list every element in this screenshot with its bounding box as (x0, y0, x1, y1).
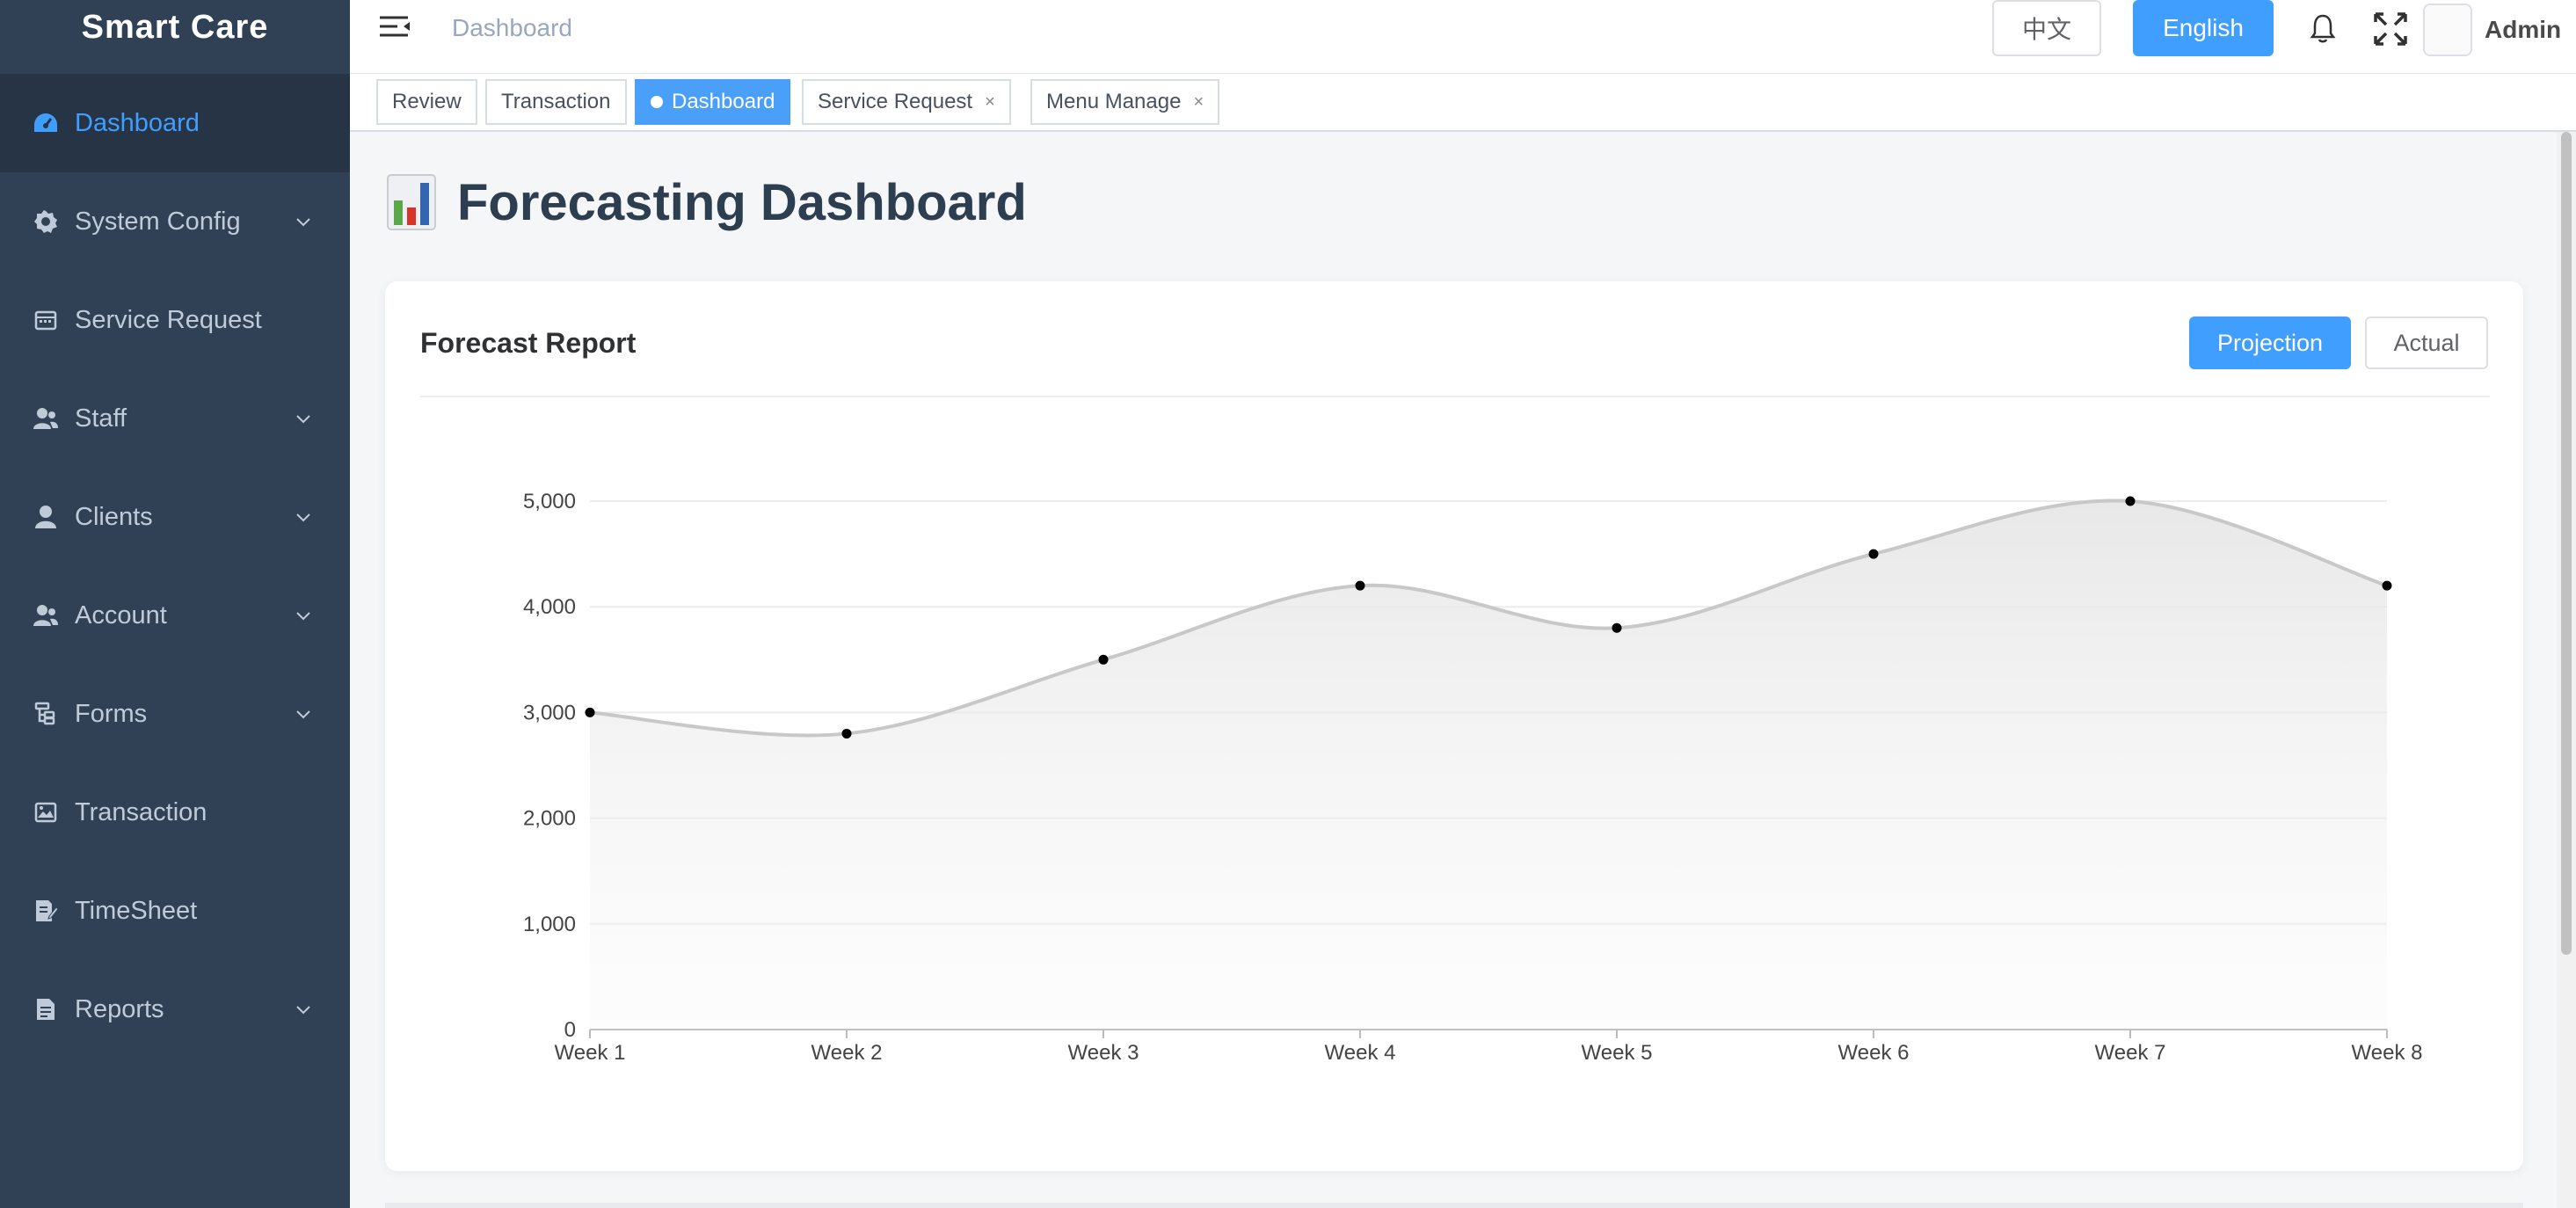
bar-chart-icon (387, 174, 436, 230)
sidebar-item-label: Service Request (75, 305, 262, 334)
edit-document-icon (32, 897, 60, 925)
forecast-report-card: Forecast Report Projection Actual 0 1,000… (385, 281, 2523, 1171)
y-tick-label: 2,000 (523, 807, 576, 831)
chevron-down-icon (296, 513, 310, 522)
data-point[interactable] (1868, 549, 1879, 559)
x-tick-label: Week 6 (1838, 1041, 1910, 1065)
close-icon[interactable]: × (1193, 91, 1204, 112)
chevron-down-icon (296, 1006, 310, 1015)
tag-label: Menu Manage (1046, 90, 1182, 113)
sidebar-item-forms[interactable]: Forms (0, 665, 350, 763)
sidebar: Smart Care Dashboard System Config Servi… (0, 0, 350, 1208)
forecast-chart: 0 1,000 2,000 3,000 4,000 5,000 Week 1 Week 2 We… (523, 490, 2423, 1065)
scrollbar-thumb[interactable] (2561, 132, 2572, 955)
avatar[interactable] (2423, 4, 2472, 56)
active-dot-icon (651, 96, 663, 108)
hamburger-icon[interactable] (378, 12, 413, 42)
fullscreen-icon[interactable] (2372, 11, 2409, 47)
y-tick-label: 5,000 (523, 490, 576, 513)
app-logo: Smart Care (81, 9, 269, 46)
sidebar-item-transaction[interactable]: Transaction (0, 763, 350, 862)
tag-review[interactable]: Review (376, 79, 477, 125)
chevron-down-icon (296, 415, 310, 424)
x-tick-label: Week 7 (2095, 1041, 2166, 1065)
sidebar-item-label: Forms (75, 699, 148, 728)
series-area (590, 500, 2387, 1030)
data-point[interactable] (841, 728, 852, 739)
tag-menu-manage[interactable]: Menu Manage × (1030, 79, 1220, 125)
data-point[interactable] (1612, 622, 1622, 633)
document-icon (32, 995, 60, 1023)
tag-label: Dashboard (672, 90, 775, 113)
tag-service-request[interactable]: Service Request × (802, 79, 1011, 125)
sidebar-item-label: Account (75, 600, 167, 629)
calendar-icon (32, 306, 60, 334)
sidebar-item-timesheet[interactable]: TimeSheet (0, 862, 350, 960)
sidebar-item-label: Reports (75, 994, 164, 1023)
sidebar-item-label: System Config (75, 207, 241, 236)
x-tick-label: Week 8 (2352, 1041, 2423, 1065)
scrollbar[interactable] (2557, 132, 2576, 1208)
next-card-edge (385, 1203, 2523, 1208)
user-icon (32, 503, 60, 531)
card-title: Forecast Report (420, 327, 637, 359)
x-tick-label: Week 3 (1068, 1041, 1139, 1065)
breadcrumb: Dashboard (452, 14, 572, 41)
sidebar-item-service-request[interactable]: Service Request (0, 271, 350, 369)
series-line (589, 498, 2388, 738)
sidebar-item-reports[interactable]: Reports (0, 960, 350, 1059)
sidebar-item-label: Staff (75, 404, 127, 433)
sidebar-item-system-config[interactable]: System Config (0, 172, 350, 271)
x-tick-label: Week 1 (555, 1041, 626, 1065)
dashboard-icon (32, 109, 60, 137)
gear-icon (32, 207, 60, 236)
x-tick-label: Week 4 (1325, 1041, 1396, 1065)
data-point[interactable] (585, 707, 595, 717)
tag-label: Review (392, 90, 462, 113)
y-tick-label: 4,000 (523, 595, 576, 619)
tag-transaction[interactable]: Transaction (485, 79, 627, 125)
sidebar-item-label: Clients (75, 502, 153, 531)
data-point[interactable] (2382, 580, 2392, 591)
tag-label: Service Request (818, 90, 973, 113)
actual-button[interactable]: Actual (2365, 317, 2488, 369)
x-tick-label: Week 5 (1582, 1041, 1653, 1065)
card-divider (420, 396, 2490, 397)
image-icon (32, 798, 60, 826)
y-tick-label: 3,000 (523, 701, 576, 724)
chevron-down-icon (296, 612, 310, 621)
staff-icon (32, 404, 60, 433)
data-point[interactable] (1098, 654, 1109, 665)
tags-view: Review Transaction Dashboard Service Req… (350, 74, 2576, 132)
sidebar-item-clients[interactable]: Clients (0, 468, 350, 566)
account-icon (32, 601, 60, 629)
bell-icon[interactable] (2307, 12, 2339, 44)
top-navbar: Dashboard 中文 English Admin (350, 0, 2576, 74)
y-tick-label: 0 (564, 1018, 576, 1042)
sidebar-item-label: Dashboard (75, 108, 200, 137)
data-point[interactable] (2125, 496, 2136, 506)
close-icon[interactable]: × (985, 91, 995, 112)
chevron-down-icon (296, 218, 310, 227)
chevron-down-icon (296, 710, 310, 719)
projection-button[interactable]: Projection (2189, 317, 2351, 369)
lang-zh-button[interactable]: 中文 (1992, 0, 2101, 56)
page-title: Forecasting Dashboard (457, 173, 1027, 231)
data-point[interactable] (1355, 580, 1365, 591)
x-tick-label: Week 2 (811, 1041, 883, 1065)
sidebar-item-label: TimeSheet (75, 896, 198, 925)
tag-label: Transaction (501, 90, 611, 113)
sidebar-item-label: Transaction (75, 797, 207, 826)
user-name[interactable]: Admin (2485, 16, 2562, 43)
tag-dashboard[interactable]: Dashboard (635, 79, 791, 125)
lang-en-button[interactable]: English (2133, 0, 2274, 56)
sidebar-item-staff[interactable]: Staff (0, 369, 350, 468)
tree-icon (32, 700, 60, 728)
page-header: Forecasting Dashboard (387, 167, 1027, 237)
sidebar-item-account[interactable]: Account (0, 566, 350, 665)
sidebar-item-dashboard[interactable]: Dashboard (0, 74, 350, 172)
y-tick-label: 1,000 (523, 913, 576, 936)
